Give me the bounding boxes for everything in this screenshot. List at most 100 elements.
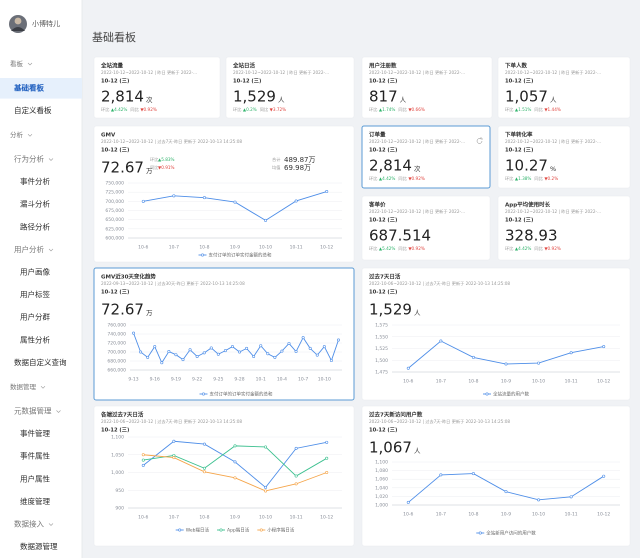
legend-label[interactable]: 全站流量的用户数 bbox=[493, 391, 529, 398]
point[interactable] bbox=[294, 350, 298, 354]
point[interactable] bbox=[132, 331, 136, 335]
point[interactable] bbox=[406, 500, 410, 504]
point[interactable] bbox=[325, 470, 329, 474]
point[interactable] bbox=[329, 359, 333, 363]
point[interactable] bbox=[141, 458, 145, 462]
menu-item[interactable]: 数据接入 bbox=[14, 519, 44, 529]
point[interactable] bbox=[439, 339, 443, 343]
card[interactable] bbox=[497, 56, 631, 119]
legend-label[interactable]: 支付订单的订单实付金额的总和 bbox=[210, 391, 273, 398]
menu-item[interactable]: 用户标签 bbox=[20, 289, 50, 299]
point[interactable] bbox=[202, 351, 206, 355]
point[interactable] bbox=[230, 345, 234, 349]
legend-label[interactable]: 全站新用户访问的用户数 bbox=[486, 530, 536, 537]
point[interactable] bbox=[280, 349, 284, 353]
point[interactable] bbox=[202, 196, 206, 200]
menu-item[interactable]: 元数据管理 bbox=[14, 406, 52, 416]
menu-item[interactable]: 数据源管理 bbox=[20, 541, 58, 551]
point[interactable] bbox=[537, 498, 541, 502]
legend-label[interactable]: 支付订单的订单实付金额的总和 bbox=[209, 252, 272, 259]
point[interactable] bbox=[181, 358, 185, 362]
legend-label[interactable]: Web端日活 bbox=[186, 527, 210, 534]
point[interactable] bbox=[602, 345, 606, 349]
point[interactable] bbox=[569, 351, 573, 355]
point[interactable] bbox=[245, 346, 249, 350]
menu-item[interactable]: 维度管理 bbox=[20, 496, 50, 506]
card[interactable] bbox=[361, 56, 493, 119]
card[interactable] bbox=[361, 405, 631, 547]
card[interactable] bbox=[361, 125, 491, 189]
point[interactable] bbox=[172, 456, 176, 460]
point[interactable] bbox=[294, 482, 298, 486]
menu-item[interactable]: 漏斗分析 bbox=[20, 199, 50, 209]
point[interactable] bbox=[308, 346, 312, 350]
point[interactable] bbox=[504, 490, 508, 494]
legend-label[interactable]: App端日活 bbox=[227, 527, 250, 534]
menu-item[interactable]: 基础看板 bbox=[13, 82, 44, 92]
point[interactable] bbox=[195, 354, 199, 358]
point[interactable] bbox=[160, 361, 164, 365]
point[interactable] bbox=[325, 440, 329, 444]
menu-item[interactable]: 用户画像 bbox=[20, 267, 50, 277]
point[interactable] bbox=[287, 341, 291, 345]
point[interactable] bbox=[188, 348, 192, 352]
point[interactable] bbox=[233, 444, 237, 448]
point[interactable] bbox=[202, 442, 206, 446]
point[interactable] bbox=[174, 353, 178, 357]
point[interactable] bbox=[233, 460, 237, 464]
point[interactable] bbox=[252, 354, 256, 358]
point[interactable] bbox=[233, 476, 237, 480]
user-name[interactable]: 小博特儿 bbox=[32, 19, 60, 28]
point[interactable] bbox=[273, 355, 277, 359]
card[interactable] bbox=[361, 267, 631, 401]
menu-item[interactable]: 数据自定义查询 bbox=[14, 357, 67, 367]
point[interactable] bbox=[336, 338, 340, 342]
point[interactable] bbox=[202, 470, 206, 474]
point[interactable] bbox=[264, 489, 268, 493]
menu-item[interactable]: 分析 bbox=[10, 130, 24, 139]
card[interactable] bbox=[497, 125, 631, 189]
menu-item[interactable]: 用户分析 bbox=[14, 244, 44, 254]
point[interactable] bbox=[315, 353, 319, 357]
point[interactable] bbox=[238, 350, 242, 354]
refresh-icon[interactable] bbox=[476, 137, 483, 144]
card[interactable] bbox=[361, 195, 491, 261]
point[interactable] bbox=[167, 350, 171, 354]
point[interactable] bbox=[294, 199, 298, 203]
point[interactable] bbox=[141, 453, 145, 457]
menu-item[interactable]: 事件分析 bbox=[20, 176, 50, 186]
point[interactable] bbox=[141, 199, 145, 203]
point[interactable] bbox=[202, 466, 206, 470]
menu-item[interactable]: 属性分析 bbox=[20, 334, 50, 344]
point[interactable] bbox=[146, 355, 150, 359]
point[interactable] bbox=[294, 446, 298, 450]
menu-item[interactable]: 看板 bbox=[10, 59, 24, 68]
menu-item[interactable]: 自定义看板 bbox=[14, 105, 52, 115]
point[interactable] bbox=[233, 200, 237, 204]
point[interactable] bbox=[325, 190, 329, 194]
point[interactable] bbox=[439, 473, 443, 477]
point[interactable] bbox=[172, 194, 176, 198]
point[interactable] bbox=[504, 362, 508, 366]
point[interactable] bbox=[223, 349, 227, 353]
menu-item[interactable]: 事件管理 bbox=[20, 428, 50, 438]
point[interactable] bbox=[264, 445, 268, 449]
point[interactable] bbox=[139, 350, 143, 354]
point[interactable] bbox=[406, 366, 410, 370]
point[interactable] bbox=[301, 336, 305, 340]
point[interactable] bbox=[266, 352, 270, 356]
point[interactable] bbox=[471, 355, 475, 359]
point[interactable] bbox=[322, 345, 326, 349]
menu-item[interactable]: 用户分群 bbox=[20, 312, 50, 322]
point[interactable] bbox=[264, 485, 268, 489]
point[interactable] bbox=[172, 439, 176, 443]
card[interactable] bbox=[93, 56, 221, 119]
point[interactable] bbox=[259, 344, 263, 348]
menu-item[interactable]: 路径分析 bbox=[20, 221, 50, 231]
card[interactable] bbox=[225, 56, 355, 119]
point[interactable] bbox=[294, 474, 298, 478]
point[interactable] bbox=[471, 472, 475, 476]
menu-item[interactable]: 用户属性 bbox=[20, 473, 50, 483]
card[interactable] bbox=[497, 195, 631, 261]
menu-item[interactable]: 行为分析 bbox=[14, 154, 44, 164]
